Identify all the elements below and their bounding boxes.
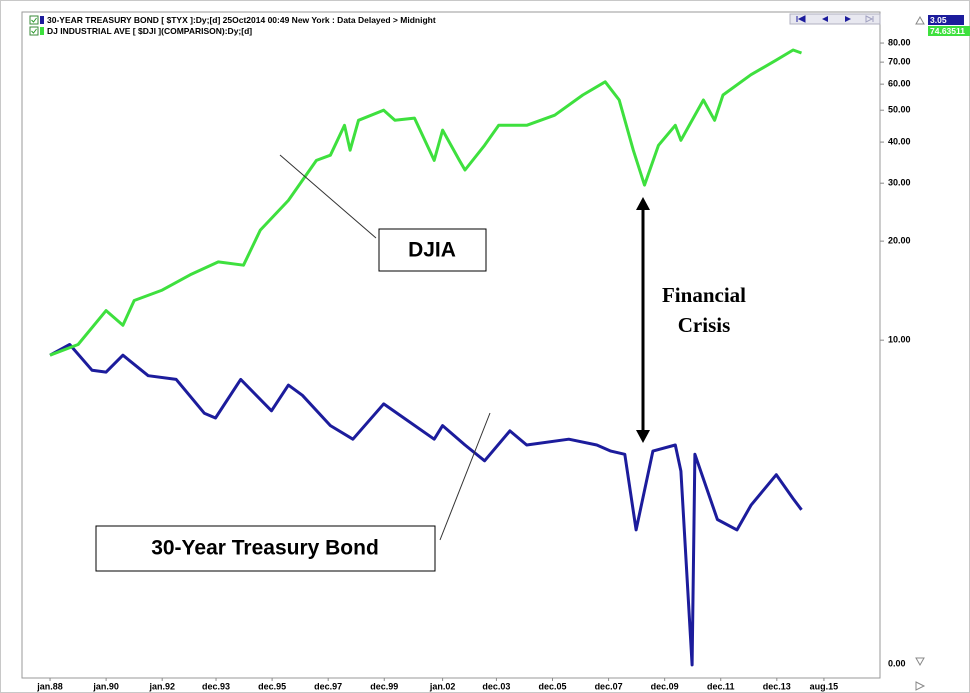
annotation: Financial	[662, 283, 746, 307]
y-tick-label: 0.00	[888, 658, 906, 668]
y-tick-label: 70.00	[888, 57, 911, 67]
x-tick-label: dec.97	[314, 681, 342, 691]
scroll-up[interactable]	[915, 15, 925, 25]
x-tick-label: dec.07	[595, 681, 623, 691]
checkbox[interactable]	[29, 15, 39, 25]
nav-prev[interactable]	[822, 16, 828, 22]
y-tick-label: 10.00	[888, 335, 911, 345]
leader-line	[279, 154, 377, 239]
legend-entry: 30-YEAR TREASURY BOND [ $TYX ]:Dy;[d] 25…	[47, 15, 436, 25]
nav-buttons	[789, 13, 881, 25]
annotation: DJIA	[408, 239, 456, 262]
y-tick-label: 20.00	[888, 236, 911, 246]
x-tick-label: dec.03	[482, 681, 510, 691]
scroll-down[interactable]	[915, 657, 925, 667]
annotation: 30-Year Treasury Bond	[151, 537, 379, 560]
nav-first[interactable]	[796, 15, 806, 23]
x-tick-label: dec.09	[651, 681, 679, 691]
x-tick-label: dec.13	[763, 681, 791, 691]
x-tick-label: dec.93	[202, 681, 230, 691]
x-tick-label: dec.05	[538, 681, 566, 691]
annotation-box	[95, 525, 436, 572]
x-tick-label: dec.95	[258, 681, 286, 691]
checkbox[interactable]	[29, 26, 39, 36]
last-value-box	[928, 26, 970, 36]
legend-swatch	[40, 27, 44, 35]
x-tick-label: jan.90	[92, 681, 119, 691]
last-value-label: 3.05	[930, 15, 947, 25]
annotation-box	[378, 228, 487, 272]
y-tick-label: 60.00	[888, 79, 911, 89]
x-tick-label: aug.15	[810, 681, 839, 691]
series-line	[49, 343, 803, 667]
y-tick-label: 80.00	[888, 37, 911, 47]
x-tick-label: dec.11	[707, 681, 735, 691]
y-tick-label: 50.00	[888, 105, 911, 115]
plot-area	[21, 11, 881, 679]
legend-entry: DJ INDUSTRIAL AVE [ $DJI ](COMPARISON):D…	[47, 26, 252, 36]
x-tick-label: jan.02	[429, 681, 456, 691]
check	[31, 17, 37, 23]
nav-next[interactable]	[845, 16, 851, 22]
nav-bar	[789, 13, 881, 25]
series-line	[49, 48, 803, 357]
last-value-label: 74.63511	[930, 26, 965, 36]
x-tick-label: jan.92	[148, 681, 175, 691]
legend-swatch	[40, 16, 44, 24]
leader-line	[439, 412, 491, 541]
y-tick-label: 30.00	[888, 178, 911, 188]
y-tick-label: 40.00	[888, 136, 911, 146]
check	[31, 28, 37, 34]
annotation: Crisis	[678, 313, 731, 337]
scroll-right[interactable]	[915, 681, 926, 691]
x-tick-label: dec.99	[370, 681, 398, 691]
x-tick-label: jan.88	[36, 681, 63, 691]
last-value-box	[928, 15, 964, 25]
nav-last[interactable]	[865, 15, 874, 23]
